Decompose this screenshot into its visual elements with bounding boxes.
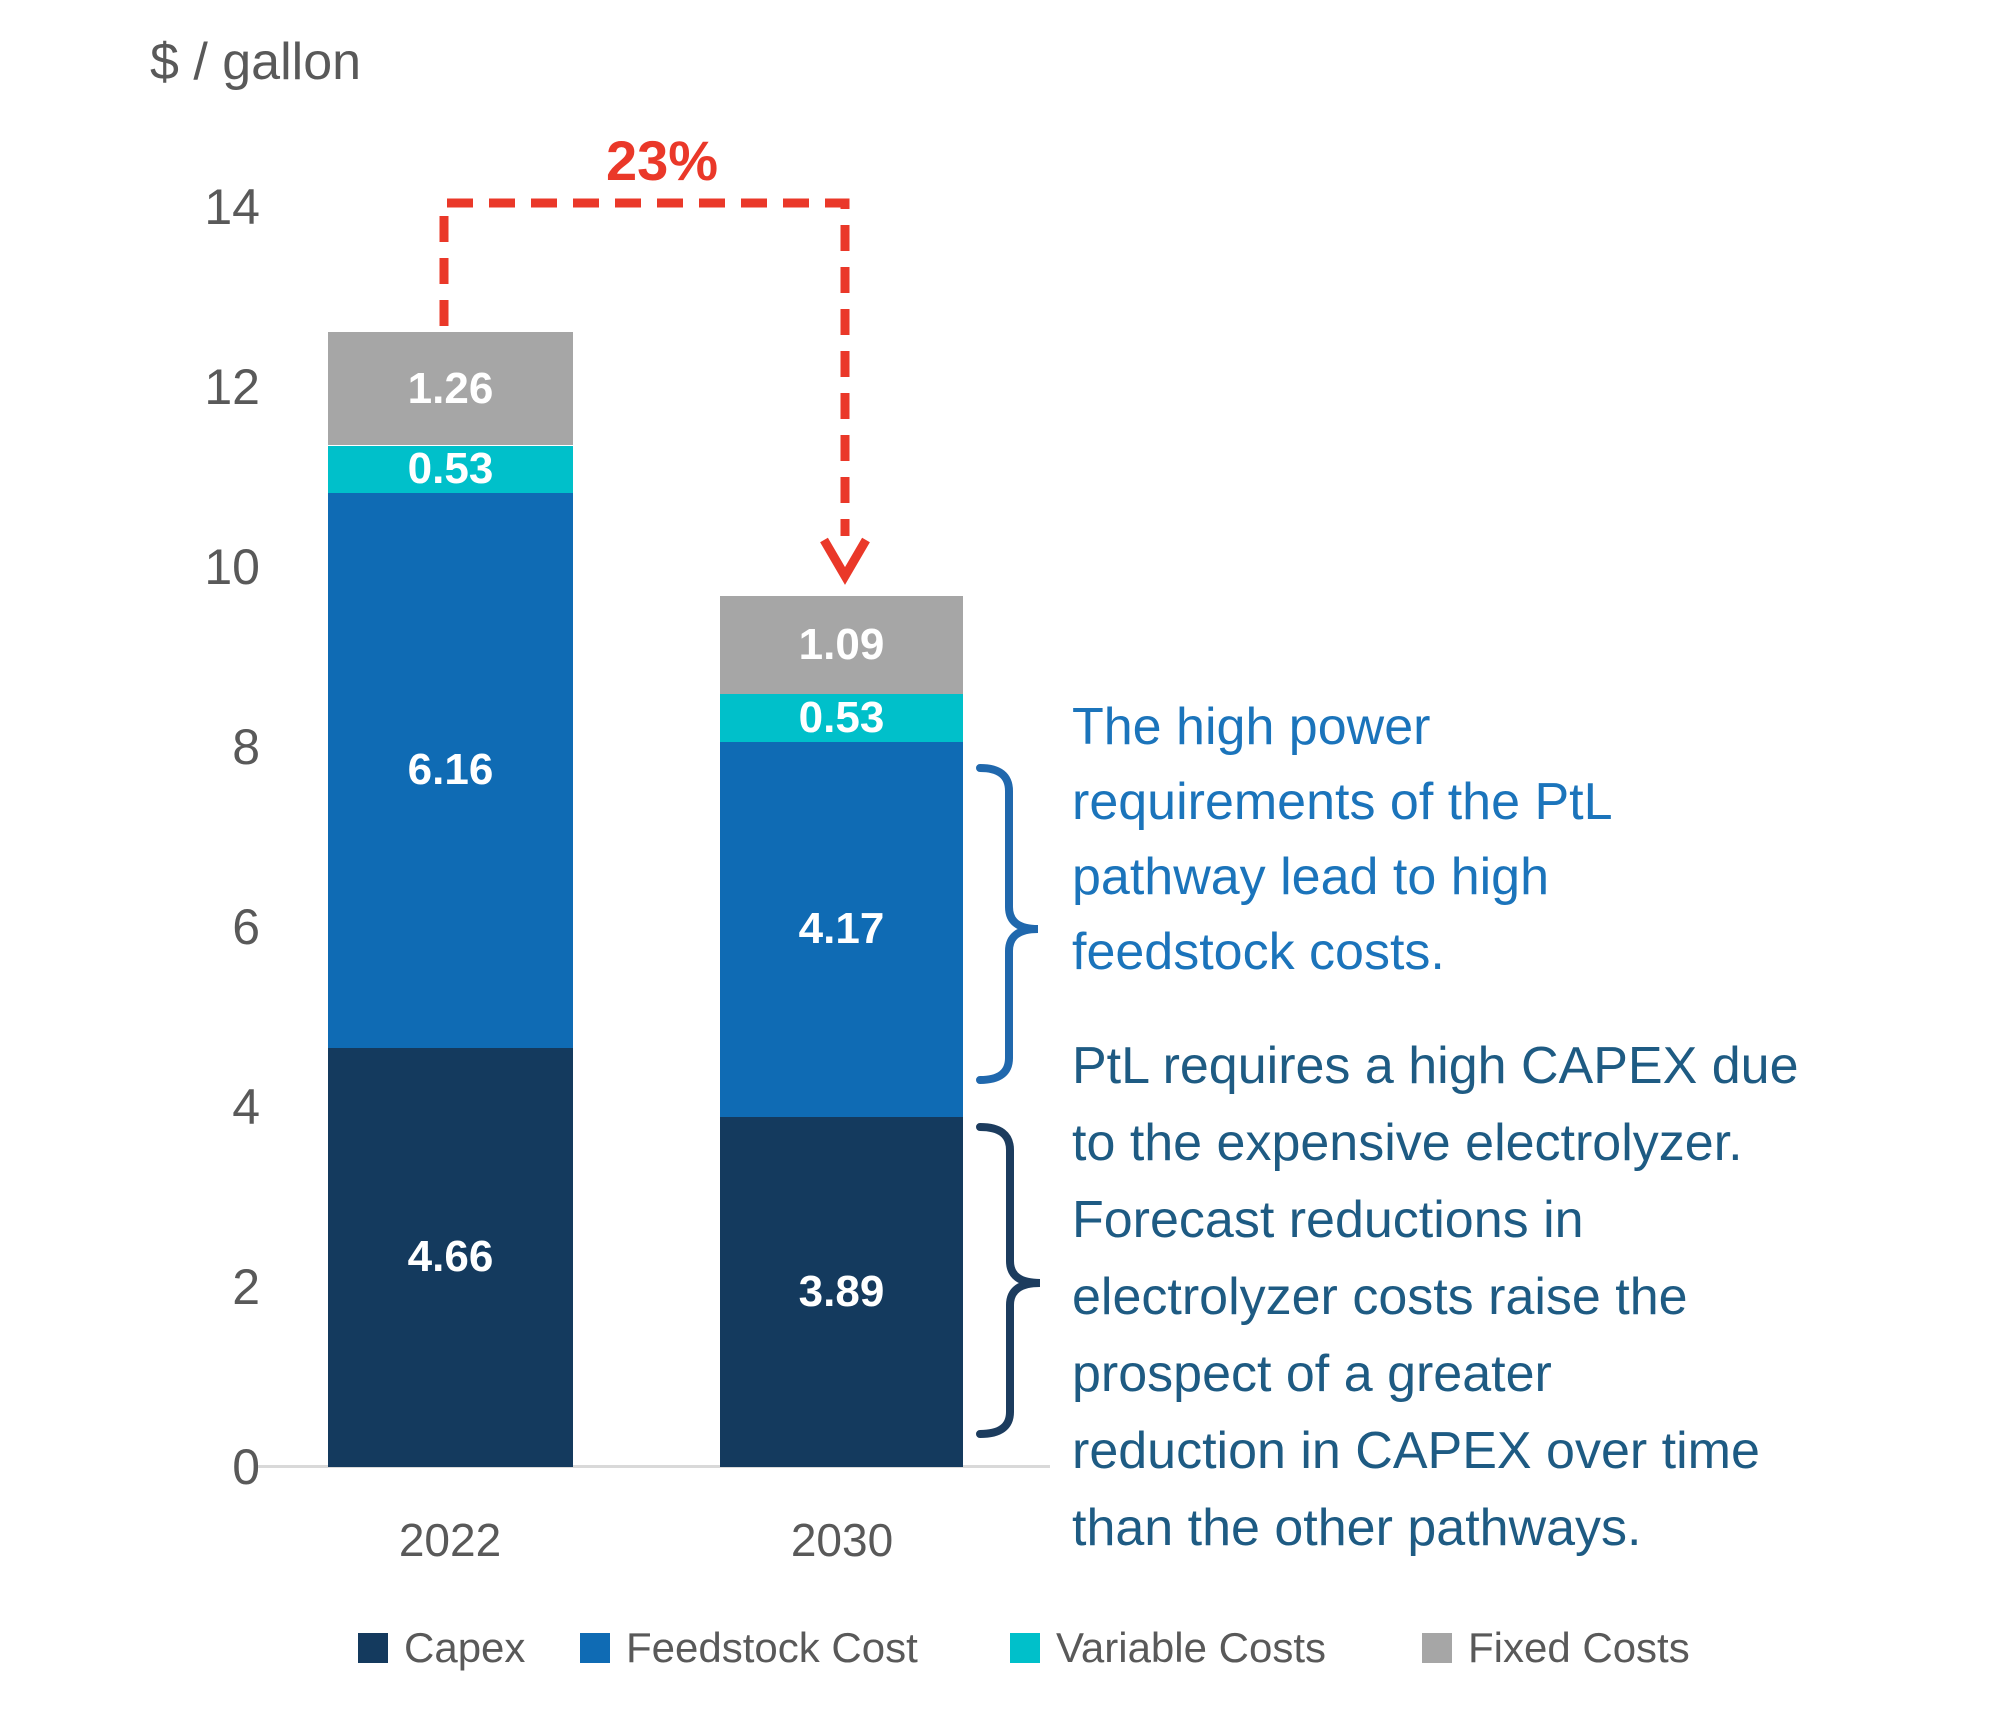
bar-segment-fixed-costs: 1.09 (720, 595, 963, 694)
legend-label: Feedstock Cost (626, 1624, 918, 1671)
y-tick-label: 14 (204, 179, 260, 235)
bar-segment-variable-costs: 0.53 (328, 444, 573, 494)
bar-segment-value: 1.26 (407, 363, 494, 413)
legend-swatch-icon (358, 1633, 388, 1663)
bar-segment-value: 1.09 (798, 619, 885, 669)
annotation-line: feedstock costs. (1072, 923, 1445, 981)
capex-brace (976, 1123, 1041, 1438)
bar-segment-value: 4.66 (407, 1232, 494, 1282)
legend-label: Capex (404, 1624, 526, 1671)
annotation-line: to the expensive electrolyzer. (1072, 1114, 1743, 1172)
x-axis-label: 2030 (790, 1514, 894, 1566)
bar-segment-feedstock-cost: 6.16 (328, 493, 573, 1048)
bar-segment-value: 4.17 (798, 904, 885, 954)
legend-item-variable-costs: Variable Costs (1010, 1624, 1327, 1671)
y-tick-label: 2 (232, 1259, 260, 1315)
annotation-line: pathway lead to high (1072, 848, 1550, 906)
bar-segment-variable-costs: 0.53 (720, 692, 963, 742)
bar-segment-value: 0.53 (407, 444, 494, 494)
annotation-line: Forecast reductions in (1072, 1191, 1584, 1249)
annotation-capex-text: PtL requires a high CAPEX due to the expe… (1072, 1028, 1799, 1567)
annotation-line: electrolyzer costs raise the (1072, 1268, 1688, 1326)
y-tick-label: 8 (232, 719, 260, 775)
y-tick-label: 10 (204, 539, 260, 595)
annotation-line: The high power (1072, 698, 1431, 756)
bar-segment-value: 6.16 (407, 745, 494, 795)
arrowhead-icon (820, 537, 870, 585)
annotation-line: than the other pathways. (1072, 1499, 1642, 1557)
bar-segment-value: 0.53 (798, 692, 885, 742)
legend-label: Variable Costs (1056, 1624, 1327, 1671)
bar-segment-capex: 3.89 (720, 1116, 963, 1467)
percent-change-connector (439, 198, 850, 536)
legend-swatch-icon (1422, 1633, 1452, 1663)
legend-item-capex: Capex (358, 1624, 526, 1671)
x-axis-label: 2022 (398, 1514, 502, 1566)
legend-swatch-icon (1010, 1633, 1040, 1663)
bar-segment-fixed-costs: 1.26 (328, 332, 573, 446)
annotation-line: prospect of a greater (1072, 1345, 1552, 1403)
x-axis-line (258, 1465, 1050, 1468)
feedstock-brace (976, 764, 1039, 1084)
legend-item-feedstock-cost: Feedstock Cost (580, 1624, 918, 1671)
bar-segment-value: 3.89 (798, 1266, 885, 1316)
y-tick-label: 6 (232, 899, 260, 955)
bar-segment-feedstock-cost: 4.17 (720, 741, 963, 1117)
annotation-line: requirements of the PtL (1072, 773, 1613, 831)
y-tick-label: 4 (232, 1079, 260, 1135)
annotation-feedstock-text: The high power requirements of the PtL pat… (1072, 690, 1613, 990)
legend-label: Fixed Costs (1468, 1624, 1690, 1671)
y-tick-label: 0 (232, 1439, 260, 1495)
legend-swatch-icon (580, 1633, 610, 1663)
annotation-line: PtL requires a high CAPEX due (1072, 1037, 1799, 1095)
y-axis-title: $ / gallon (150, 33, 362, 91)
bar-segment-capex: 4.66 (328, 1047, 573, 1467)
annotation-line: reduction in CAPEX over time (1072, 1422, 1760, 1480)
legend-item-fixed-costs: Fixed Costs (1422, 1624, 1690, 1671)
y-tick-label: 12 (204, 359, 260, 415)
percent-change-label: 23% (605, 129, 719, 192)
